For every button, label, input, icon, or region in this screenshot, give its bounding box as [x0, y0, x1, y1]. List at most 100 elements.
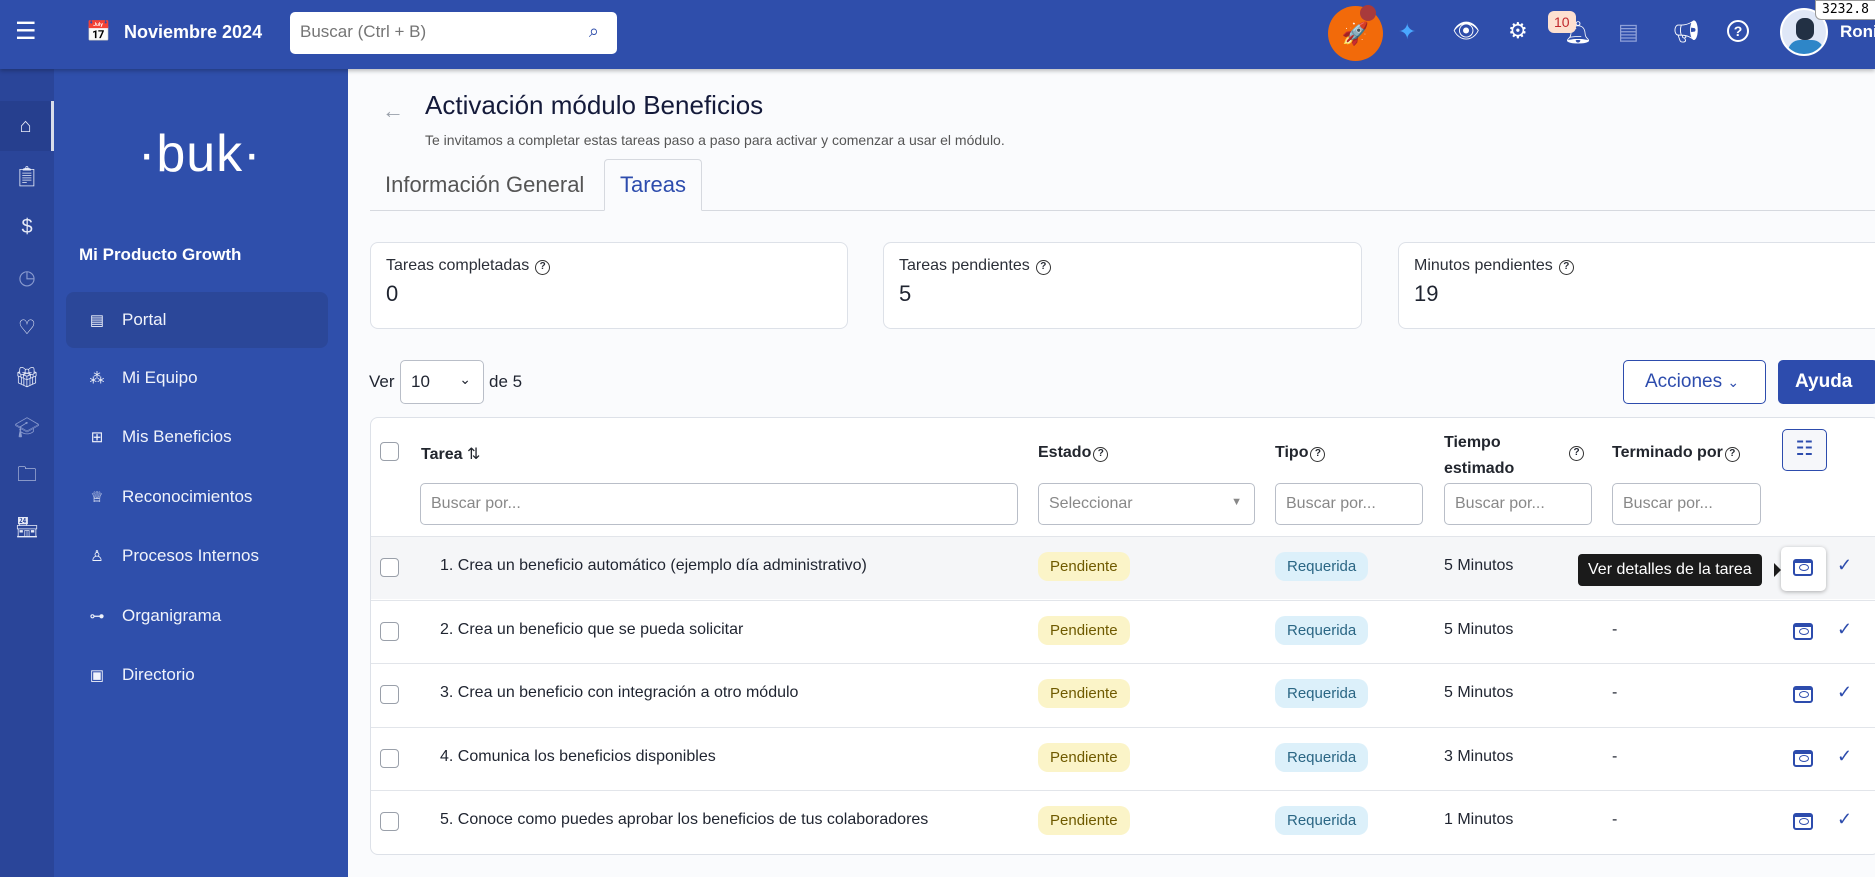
task-name[interactable]: 3. Crea un beneficio con integración a o… — [440, 684, 799, 701]
tab-informacion-general[interactable]: Información General — [385, 172, 585, 197]
gift-icon[interactable]: 🎁︎ — [14, 366, 40, 389]
buk-logo: ·buk· — [138, 125, 262, 183]
estimated-time: 3 Minutos — [1444, 747, 1514, 765]
help-icon[interactable]: ? — [1724, 447, 1740, 462]
header-label: Terminado por — [1612, 444, 1723, 461]
per-page-value: 10 — [411, 372, 430, 391]
back-arrow-icon[interactable]: ← — [382, 98, 404, 123]
graduation-cap-icon[interactable]: 🎓︎ — [14, 416, 40, 439]
check-icon[interactable]: ✓ — [1837, 555, 1853, 575]
clock-icon[interactable]: ◷ — [18, 266, 36, 289]
header-estado: Estado? — [1038, 444, 1109, 462]
view-details-icon[interactable] — [1793, 559, 1813, 576]
megaphone-icon[interactable]: 📢︎ — [1672, 19, 1700, 44]
sidebar-item-mi-equipo[interactable]: ⁂ Mi Equipo — [66, 356, 328, 400]
filter-tarea-input[interactable]: Buscar por... — [420, 483, 1018, 525]
status-badge: Pendiente — [1038, 806, 1130, 835]
hand-heart-icon[interactable]: ♡ — [18, 316, 36, 339]
tab-tareas[interactable]: Tareas — [604, 159, 702, 211]
sidebar-item-directorio[interactable]: ▣ Directorio — [66, 653, 328, 697]
user-name[interactable]: Roni — [1840, 22, 1875, 41]
sort-icon[interactable]: ⇅ — [466, 446, 481, 463]
task-name[interactable]: 5. Conoce como puedes aprobar los benefi… — [440, 811, 929, 828]
check-icon[interactable]: ✓ — [1837, 745, 1853, 766]
filter-tiempo-input[interactable]: Buscar por... — [1444, 483, 1592, 525]
header-tiempo: Tiempo estimado — [1444, 434, 1515, 477]
view-details-icon[interactable] — [1793, 686, 1813, 703]
folder-icon[interactable]: 🗀 — [17, 464, 37, 486]
dollar-icon[interactable]: $ — [21, 215, 33, 238]
document-icon[interactable]: ▤ — [1618, 19, 1639, 44]
sidebar-item-mis-beneficios[interactable]: ⊞ Mis Beneficios — [66, 415, 328, 459]
select-all-checkbox[interactable] — [380, 442, 399, 461]
estimated-time: 5 Minutos — [1444, 684, 1514, 701]
notifications-badge: 10 — [1548, 11, 1576, 33]
view-details-icon[interactable] — [1793, 622, 1813, 640]
status-badge: Pendiente — [1038, 552, 1130, 581]
check-icon[interactable]: ✓ — [1837, 682, 1853, 702]
filter-tipo-input[interactable]: Buscar por... — [1275, 483, 1423, 525]
eye-icon[interactable]: 👁 — [1452, 18, 1480, 43]
row-checkbox[interactable] — [380, 558, 399, 577]
document-icon: ▤ — [89, 312, 105, 329]
row-checkbox[interactable] — [380, 621, 399, 641]
header-label: Estado — [1038, 444, 1092, 461]
task-name[interactable]: 1. Crea un beneficio automático (ejemplo… — [440, 557, 867, 574]
task-name[interactable]: 2. Crea un beneficio que se pueda solici… — [440, 620, 744, 638]
row-checkbox[interactable] — [380, 748, 399, 768]
home-icon[interactable]: ⌂ — [0, 101, 54, 151]
sidebar-item-procesos-internos[interactable]: ♙ Procesos Internos — [66, 534, 328, 578]
store-icon[interactable]: 🏪︎ — [14, 516, 40, 539]
stat-value: 19 — [1414, 281, 1439, 306]
sidebar-item-label: Portal — [122, 310, 167, 329]
chevron-down-icon: ⌄ — [459, 371, 471, 387]
help-icon[interactable]: ? — [535, 260, 551, 275]
search-box[interactable]: ⌕ — [290, 12, 617, 54]
status-badge: Pendiente — [1038, 742, 1130, 772]
tooltip-arrow — [1774, 563, 1781, 577]
help-icon[interactable]: ? — [1310, 447, 1326, 462]
header-label: Tarea — [421, 446, 463, 463]
acciones-button[interactable]: Acciones ⌄ — [1623, 360, 1766, 404]
column-settings-button[interactable]: ☷ — [1782, 429, 1827, 471]
sidebar-item-organigrama[interactable]: ⊶ Organigrama — [66, 594, 328, 638]
clipboard-clock-icon[interactable]: 📋︎ — [14, 165, 40, 188]
sidebar-item-portal[interactable]: ▤ Portal — [66, 292, 328, 348]
filter-estado-select[interactable]: Seleccionar ▼ — [1038, 483, 1255, 525]
search-input[interactable] — [300, 12, 570, 52]
page-title: Activación módulo Beneficios — [425, 90, 764, 120]
table-row: 5. Conoce como puedes aprobar los benefi… — [371, 790, 1875, 853]
sparkle-icon[interactable]: ✦ — [1398, 19, 1417, 44]
help-icon[interactable]: ? — [1093, 447, 1109, 462]
per-page-select[interactable]: 10 ⌄ — [400, 360, 484, 404]
calendar-icon[interactable]: 📅 — [86, 21, 111, 43]
period-selector[interactable]: Noviembre 2024 — [124, 22, 263, 42]
help-icon[interactable]: ? — [1569, 446, 1584, 461]
check-icon[interactable]: ✓ — [1837, 618, 1853, 639]
sidebar-item-reconocimientos[interactable]: ♕ Reconocimientos — [66, 475, 328, 519]
gear-icon[interactable]: ⚙ — [1508, 18, 1528, 43]
help-icon[interactable]: ? — [1035, 260, 1051, 275]
org-chart-icon: ⊶ — [89, 608, 105, 625]
header-tarea[interactable]: Tarea ⇅ — [421, 444, 480, 464]
sidebar-item-label: Organigrama — [122, 606, 222, 625]
sidebar-item-label: Mi Equipo — [122, 368, 198, 387]
check-icon[interactable]: ✓ — [1837, 809, 1853, 829]
help-icon[interactable]: ? — [1558, 260, 1574, 275]
filter-terminado-input[interactable]: Buscar por... — [1612, 483, 1761, 525]
team-icon: ⁂ — [89, 370, 105, 387]
coordinate-tooltip: 3232.8 — [1815, 0, 1875, 20]
search-icon[interactable]: ⌕ — [588, 21, 599, 41]
row-checkbox[interactable] — [380, 685, 399, 704]
view-details-icon[interactable] — [1793, 749, 1813, 767]
task-name[interactable]: 4. Comunica los beneficios disponibles — [440, 747, 716, 765]
company-name: Mi Producto Growth — [79, 245, 242, 264]
view-details-icon[interactable] — [1793, 813, 1813, 830]
hamburger-icon[interactable]: ☰ — [15, 18, 37, 45]
ayuda-button[interactable]: Ayuda — [1778, 360, 1875, 404]
estimated-time: 1 Minutos — [1444, 811, 1514, 828]
finished-by: - — [1612, 811, 1618, 828]
acciones-label: Acciones — [1645, 371, 1723, 392]
row-checkbox[interactable] — [380, 812, 399, 831]
help-icon[interactable]: ? — [1727, 20, 1749, 42]
